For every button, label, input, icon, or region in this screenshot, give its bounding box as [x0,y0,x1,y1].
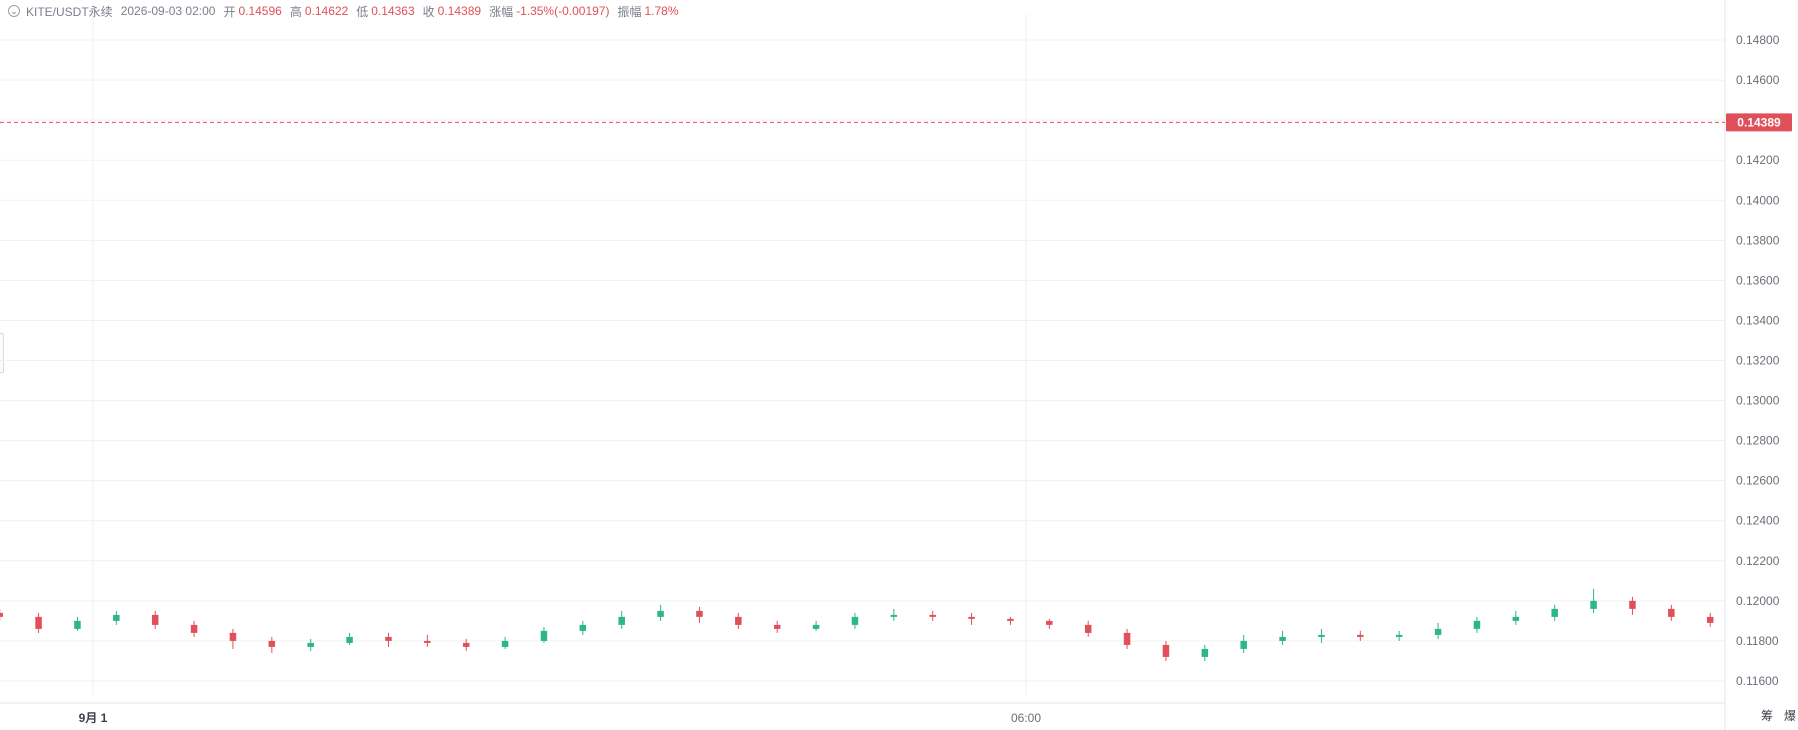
y-tick-label: 0.12000 [1736,594,1780,608]
symbol-label[interactable]: KITE/USDT永续 [26,4,113,19]
y-tick-label: 0.12600 [1736,474,1780,488]
left-drag-handle[interactable] [0,333,4,373]
y-tick-label: 0.13800 [1736,233,1780,247]
candle-body[interactable] [579,624,587,631]
candle-body[interactable] [151,614,159,625]
candle-body[interactable] [424,640,431,643]
close-value: 0.14389 [437,4,482,18]
candle-body[interactable] [1046,620,1053,625]
candle-body[interactable] [462,642,470,647]
x-tick-label: 9月 1 [79,711,108,725]
amplitude-label: 振幅 [617,4,642,19]
change-label: 涨幅 [489,4,514,19]
candle-body[interactable] [1123,632,1131,645]
collapse-toggle-icon[interactable]: ⌄ [8,5,20,17]
y-tick-label: 0.13600 [1736,273,1780,287]
amplitude-value: 1.78% [644,4,679,18]
x-tick-label: 06:00 [1011,711,1041,725]
candle-body[interactable] [657,610,664,617]
y-tick-label: 0.13200 [1736,354,1780,368]
y-tick-label: 0.14200 [1736,153,1780,167]
candle-body[interactable] [501,640,509,647]
y-tick-label: 0.11600 [1736,674,1779,688]
chips-button[interactable]: 筹 [1761,709,1774,723]
candle-body[interactable] [1434,628,1442,635]
candle-body[interactable] [0,612,3,617]
candle-body[interactable] [1395,634,1403,637]
y-tick-label: 0.12800 [1736,434,1780,448]
candle-body[interactable] [1357,634,1364,637]
y-tick-label: 0.11800 [1736,634,1779,648]
y-tick-label: 0.12400 [1736,514,1780,528]
candle-body[interactable] [890,614,898,617]
candle-body[interactable] [229,632,237,641]
candle-body[interactable] [618,616,625,625]
change-value: -1.35%(-0.00197) [516,4,610,18]
candle-body[interactable] [190,624,198,633]
candle-body[interactable] [35,616,42,629]
candle-body[interactable] [735,616,742,625]
candle-body[interactable] [540,630,548,641]
candle-body[interactable] [929,614,936,617]
candle-body[interactable] [1162,644,1170,657]
high-value: 0.14622 [304,4,349,18]
low-value: 0.14363 [371,4,415,18]
candle-body[interactable] [74,620,81,629]
y-tick-label: 0.13400 [1736,313,1780,327]
candle-body[interactable] [1551,608,1558,617]
high-label: 高 [289,4,302,19]
candle-body[interactable] [1706,616,1714,623]
candle-body[interactable] [1201,648,1209,657]
candle-body[interactable] [113,614,120,621]
liquidation-button[interactable]: 爆 [1784,709,1797,723]
candle-body[interactable] [1007,618,1014,621]
candle-body[interactable] [1629,600,1636,609]
low-label: 低 [356,4,369,19]
candle-body[interactable] [307,642,314,647]
y-tick-label: 0.13000 [1736,394,1780,408]
close-label: 收 [422,4,435,19]
candle-body[interactable] [1318,634,1325,637]
candle-body[interactable] [385,636,392,641]
candle-datetime: 2026-09-03 02:00 [120,4,216,18]
open-label: 开 [223,4,236,19]
candle-body[interactable] [1240,640,1247,649]
candle-body[interactable] [812,624,820,629]
candle-body[interactable] [268,640,276,647]
candle-body[interactable] [851,616,859,625]
last-price-text: 0.14389 [1737,115,1781,129]
candle-body[interactable] [1512,616,1520,621]
candle-body[interactable] [1668,608,1675,617]
y-tick-label: 0.14800 [1736,33,1780,47]
y-tick-label: 0.14000 [1736,193,1780,207]
candle-body[interactable] [968,616,975,619]
candle-body[interactable] [1084,624,1092,633]
last-price-tag [1726,113,1792,132]
candle-body[interactable] [346,636,353,643]
candle-body[interactable] [1473,620,1481,629]
candle-body[interactable] [1590,600,1597,609]
candle-body[interactable] [1279,636,1286,641]
y-tick-label: 0.14600 [1736,73,1780,87]
open-value: 0.14596 [238,4,282,18]
y-tick-label: 0.12200 [1736,554,1780,568]
candle-body[interactable] [696,610,703,617]
ohlc-infobar: ⌄ KITE/USDT永续 2026-09-03 02:00 开 0.14596… [8,3,679,19]
candle-body[interactable] [773,624,781,629]
